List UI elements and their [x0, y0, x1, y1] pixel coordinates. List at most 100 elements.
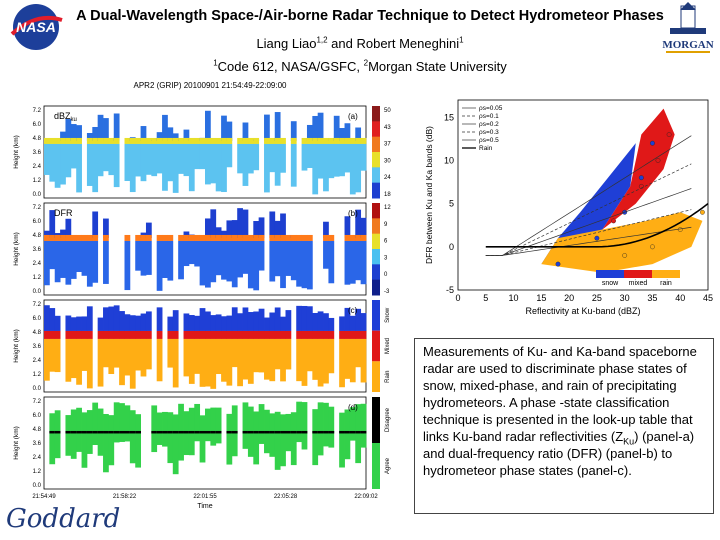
density-curve	[485, 209, 692, 256]
echo-cell	[349, 143, 356, 195]
plot-frame	[457, 99, 709, 291]
echo-cell	[103, 143, 109, 172]
echo-cell	[188, 137, 195, 144]
echo-cell	[339, 137, 345, 144]
colorbar-tick: 9	[384, 222, 388, 228]
echo-cell	[258, 240, 265, 271]
echo-cell	[349, 240, 356, 284]
phase-mixed	[199, 330, 206, 339]
phase-rain	[226, 338, 233, 386]
echo-cell	[81, 240, 88, 276]
data-point-rain	[622, 253, 628, 258]
y-tick-label: 0.0	[33, 483, 42, 489]
phase-snow	[264, 317, 270, 331]
echo-cell	[360, 217, 367, 238]
echo-cell	[274, 112, 281, 141]
echo-cell	[81, 234, 88, 241]
echo-cell	[124, 137, 131, 144]
phase-mixed	[349, 330, 356, 339]
echo-cell	[215, 234, 222, 241]
y-tick-label: 1.2	[33, 469, 42, 475]
disagree-cell	[188, 430, 195, 434]
snow-region	[541, 143, 636, 265]
echo-cell	[76, 125, 82, 141]
phase-mixed	[140, 330, 147, 339]
disagree-cell	[355, 430, 362, 434]
agree-cell	[210, 407, 217, 446]
echo-cell	[172, 133, 179, 141]
phase-rain	[119, 338, 125, 386]
legend-entry: ρs=0.3	[479, 129, 499, 136]
echo-cell	[306, 143, 313, 168]
echo-cell	[344, 234, 351, 241]
x-tick-label: 15	[536, 293, 546, 303]
colorbar-segment	[372, 121, 380, 138]
data-point-snow	[650, 140, 655, 146]
echo-cell	[167, 234, 174, 241]
y-tick-label: 4.8	[33, 427, 42, 433]
phase-snow	[205, 311, 211, 331]
echo-cell	[113, 143, 120, 188]
echo-cell	[344, 137, 351, 144]
y-tick-label: 2.4	[33, 358, 42, 364]
echo-cell	[349, 137, 356, 144]
legend-entry: ρs=0.05	[479, 105, 503, 112]
phase-rain	[65, 338, 72, 382]
echo-cell	[92, 211, 99, 238]
y-tick-label: 2.4	[33, 455, 42, 461]
phase-snow	[280, 316, 286, 331]
panel-colorbar: Disagree Agree	[372, 397, 391, 489]
echo-cell	[344, 240, 351, 285]
echo-cell	[65, 137, 72, 144]
echo-cell	[194, 137, 201, 144]
y-tick-label: 1.2	[33, 372, 42, 378]
description-text-1: Measurements of Ku- and Ka-band spacebor…	[423, 344, 697, 444]
echo-cell	[44, 240, 50, 286]
echo-cell	[65, 143, 72, 178]
x-tick-label: 45	[703, 293, 713, 303]
agree-cell	[274, 411, 281, 470]
echo-cell	[328, 234, 335, 241]
author-name-2: and Robert Meneghini	[327, 36, 460, 51]
echo-cell	[306, 240, 313, 290]
echo-cell	[237, 240, 243, 278]
echo-cell	[231, 240, 238, 288]
y-tick-label: 3.6	[33, 247, 42, 253]
svg-text:NASA: NASA	[16, 19, 56, 35]
echo-cell	[205, 143, 211, 185]
echo-cell	[44, 143, 50, 175]
colorbar-segment	[372, 233, 380, 250]
disagree-cell	[65, 430, 72, 434]
colorbar-segment	[372, 397, 380, 443]
y-tick-label: 6.0	[33, 316, 42, 322]
phase-snow	[145, 311, 152, 331]
phase-rain	[49, 338, 56, 372]
echo-cell	[333, 115, 340, 141]
y-tick-label: 3.6	[33, 150, 42, 156]
affil-marker: 1,2	[316, 35, 328, 45]
phase-rain	[280, 338, 286, 382]
echo-cell	[247, 137, 254, 144]
phase-snow	[97, 317, 104, 331]
y-tick-label: 7.2	[33, 108, 42, 114]
echo-cell	[86, 240, 93, 287]
colorbar-tick: 43	[384, 125, 391, 131]
phase-mixed	[226, 330, 233, 339]
legend-entry: Rain	[479, 145, 493, 152]
phase-snow	[274, 307, 281, 331]
phase-rain	[156, 338, 163, 382]
echo-cell	[237, 137, 243, 144]
phase-rain	[129, 338, 136, 389]
x-tick-label: 10	[509, 293, 519, 303]
y-tick-label: -5	[446, 285, 454, 295]
agree-cell	[119, 403, 125, 442]
agree-cell	[70, 409, 77, 459]
phase-snow	[269, 312, 276, 331]
echo-cell	[108, 137, 115, 144]
echo-cell	[264, 143, 270, 193]
description-textbox: Measurements of Ku- and Ka-band spacebor…	[414, 338, 714, 514]
phase-snow	[215, 314, 222, 331]
echo-cell	[49, 234, 56, 241]
phase-snow	[54, 315, 61, 331]
disagree-cell	[81, 430, 88, 434]
